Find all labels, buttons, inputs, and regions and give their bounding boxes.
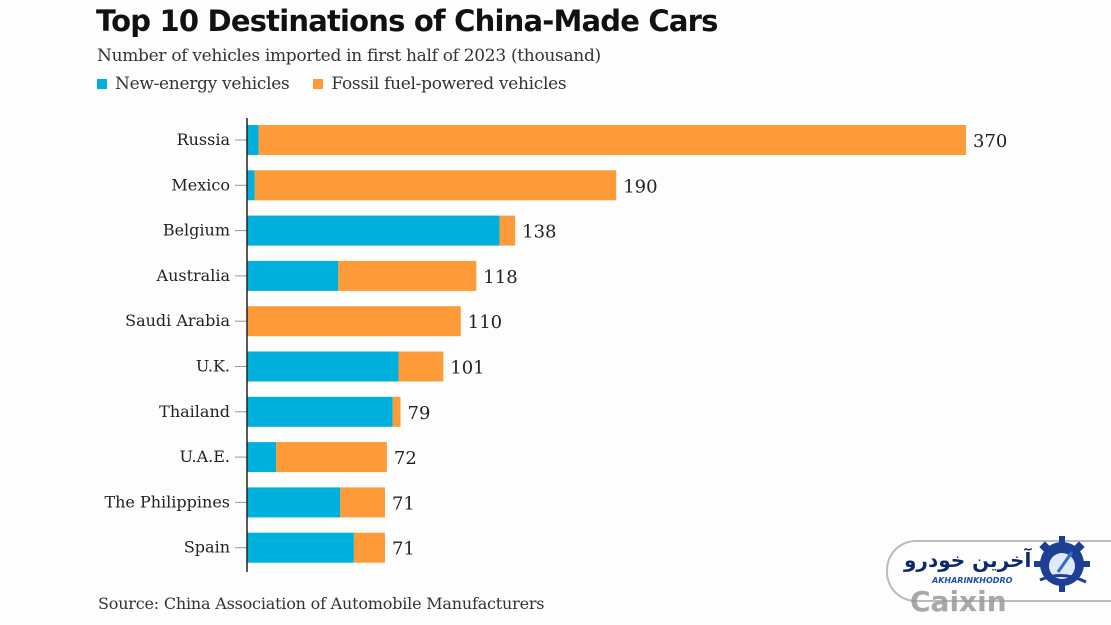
bar-segment-fossil	[258, 125, 967, 155]
legend-item-nev: New-energy vehicles	[97, 74, 290, 94]
chart-subtitle: Number of vehicles imported in first hal…	[97, 46, 601, 66]
category-label: U.A.E.	[179, 447, 230, 466]
value-label: 190	[623, 176, 657, 197]
bar-segment-fossil	[338, 260, 477, 291]
category-label: Mexico	[171, 175, 230, 194]
category-label: Australia	[156, 266, 231, 285]
bar-segment-fossil	[392, 396, 401, 427]
bar-segment-fossil	[254, 170, 617, 201]
bar-segment-nev	[247, 170, 255, 201]
category-label: Spain	[184, 538, 230, 557]
value-label: 101	[450, 358, 484, 379]
chart-title: Top 10 Destinations of China-Made Cars	[96, 4, 718, 38]
legend-item-fossil: Fossil fuel-powered vehicles	[313, 74, 567, 94]
value-label: 110	[468, 312, 502, 333]
value-label: 71	[392, 539, 415, 560]
bar-segment-fossil	[499, 215, 516, 246]
legend-swatch-nev	[97, 79, 107, 89]
legend-swatch-fossil	[313, 79, 324, 89]
bar-segment-fossil	[398, 351, 444, 382]
category-label: Belgium	[163, 221, 230, 240]
value-label: 79	[408, 403, 431, 424]
legend-label-fossil: Fossil fuel-powered vehicles	[331, 74, 567, 94]
bar-segment-nev	[247, 215, 500, 246]
bar-segment-nev	[247, 442, 277, 473]
source-note: Source: China Association of Automobile …	[98, 594, 545, 613]
gear-speedometer-icon	[1034, 536, 1090, 592]
bar-segment-nev	[247, 396, 393, 427]
bar-segment-fossil	[276, 442, 387, 473]
category-label: Saudi Arabia	[125, 311, 230, 330]
bar-segment-fossil	[353, 532, 385, 563]
watermark-caixin-text: Caixin	[910, 585, 1007, 618]
value-label: 71	[392, 493, 415, 514]
watermark-english-text: AKHARINKHODRO	[932, 576, 1013, 585]
bars-group: Russia 370 Mexico 190 Belgium 138 Australia 118…	[104, 125, 1007, 563]
bar-segment-fossil	[247, 306, 461, 337]
category-label: Thailand	[159, 402, 230, 421]
watermark-persian-text: آخرین خودرو	[904, 548, 1032, 572]
bar-segment-fossil	[340, 487, 385, 518]
watermark-arc	[886, 540, 1111, 602]
value-label: 138	[522, 222, 556, 243]
legend: New-energy vehicles Fossil fuel-powered …	[97, 74, 590, 94]
category-label: Russia	[177, 130, 231, 149]
value-label: 72	[394, 448, 417, 469]
category-label: U.K.	[196, 357, 230, 376]
bar-segment-nev	[247, 487, 341, 518]
bar-segment-nev	[247, 351, 399, 382]
bar-segment-nev	[247, 532, 354, 563]
legend-label-nev: New-energy vehicles	[115, 74, 290, 94]
bar-segment-nev	[247, 260, 339, 291]
category-label: The Philippines	[104, 492, 230, 511]
value-label: 118	[483, 267, 517, 288]
watermark-logo: آخرین خودرو AKHARINKHODRO Caixin	[886, 530, 1111, 625]
value-label: 370	[973, 131, 1007, 152]
bar-segment-nev	[247, 125, 259, 155]
